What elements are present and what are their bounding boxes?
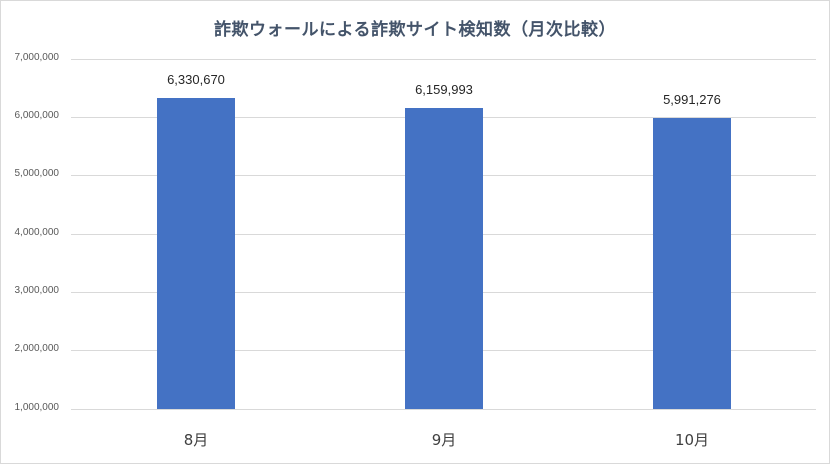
gridline bbox=[71, 59, 816, 60]
bar-sep bbox=[405, 108, 483, 409]
x-tick-label-oct: 10月 bbox=[674, 431, 710, 449]
bar-aug bbox=[157, 98, 235, 409]
chart-title: 詐欺ウォールによる詐欺サイト検知数（月次比較） bbox=[214, 20, 616, 40]
x-axis-line bbox=[71, 409, 816, 410]
data-label-aug: 6,330,670 bbox=[167, 72, 225, 88]
x-tick-label-aug: 8月 bbox=[183, 431, 209, 449]
data-label-sep: 6,159,993 bbox=[415, 82, 473, 97]
bar-oct bbox=[653, 117, 731, 409]
y-tick-label: 2,000,000 bbox=[14, 343, 60, 354]
y-tick-label: 5,000,000 bbox=[14, 168, 60, 179]
y-tick-label: 1,000,000 bbox=[14, 402, 60, 413]
x-tick-label-sep: 9月 bbox=[431, 431, 457, 449]
data-label-oct: 5,991,276 bbox=[663, 91, 721, 107]
y-tick-label: 3,000,000 bbox=[14, 285, 60, 296]
y-tick-label: 6,000,000 bbox=[14, 110, 60, 121]
y-tick-label: 7,000,000 bbox=[14, 52, 60, 63]
y-tick-label: 4,000,000 bbox=[14, 227, 60, 238]
